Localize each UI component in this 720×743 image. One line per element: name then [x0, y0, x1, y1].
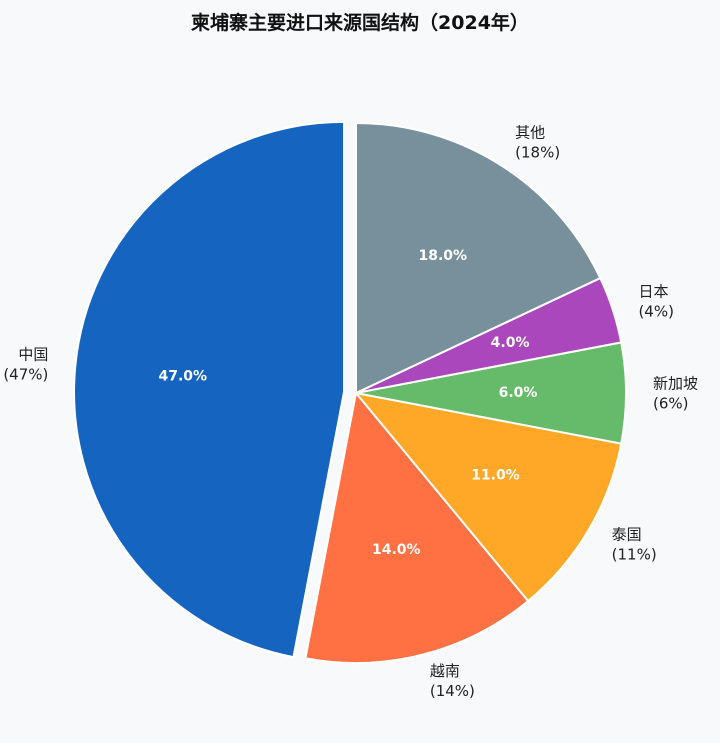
slice-name-label: 中国	[18, 345, 48, 363]
pie-slice-0	[73, 120, 346, 659]
slice-name-label: 越南	[430, 662, 460, 680]
pie-labels: 47.0% 中国 (47%) 14.0% 越南 (14%) 11.0% 泰国 (11%) 6.0%…	[3, 124, 698, 700]
slice-percent-label: 18.0%	[419, 248, 468, 264]
slice-percent-label: 47.0%	[158, 369, 207, 385]
slice-percent-label: 4.0%	[491, 335, 530, 351]
slice-value-label: (47%)	[3, 365, 48, 383]
slice-value-label: (6%)	[653, 395, 689, 413]
slice-value-label: (11%)	[612, 546, 657, 564]
slice-name-label: 其他	[515, 124, 545, 142]
slice-name-label: 泰国	[612, 526, 642, 544]
slice-name-label: 新加坡	[653, 375, 698, 393]
slice-percent-label: 6.0%	[499, 385, 538, 401]
slice-value-label: (14%)	[430, 682, 475, 700]
slice-value-label: (4%)	[638, 303, 674, 321]
slice-percent-label: 11.0%	[471, 467, 520, 483]
pie-slice-5	[355, 121, 602, 395]
pie-slices	[73, 120, 628, 664]
slice-value-label: (18%)	[515, 144, 560, 162]
pie-slice-2	[353, 391, 623, 603]
pie-slice-1	[304, 390, 530, 664]
slice-name-label: 日本	[638, 283, 668, 301]
slice-percent-label: 14.0%	[372, 542, 421, 558]
chart-title: 柬埔寨主要进口来源国结构（2024年）	[191, 12, 529, 34]
